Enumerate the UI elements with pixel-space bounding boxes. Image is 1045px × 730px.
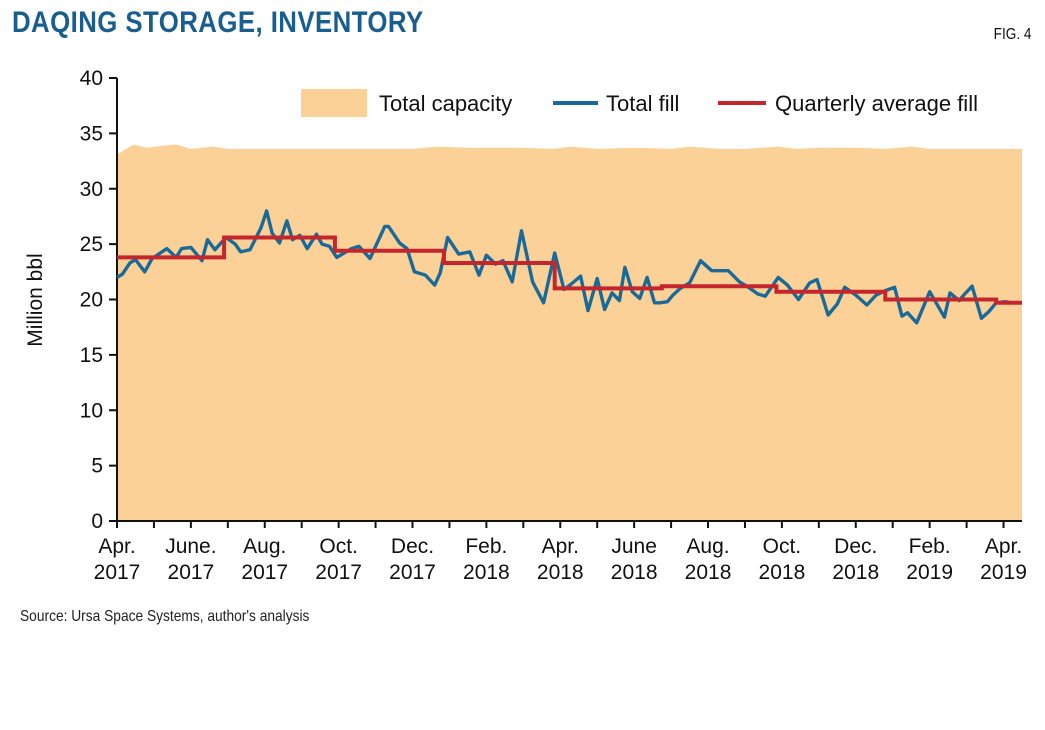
- legend-capacity-label: Total capacity: [379, 91, 512, 116]
- x-tick-label-year: 2018: [537, 561, 584, 584]
- y-tick-label: 25: [80, 233, 103, 256]
- x-tick-label-year: 2017: [389, 561, 436, 584]
- x-tick-label-month: June: [611, 535, 657, 558]
- x-tick-label-month: Oct.: [763, 535, 802, 558]
- y-tick-label: 40: [80, 67, 103, 90]
- x-tick-label-month: Dec.: [834, 535, 877, 558]
- x-tick-label-year: 2018: [832, 561, 879, 584]
- x-tick-label-year: 2018: [463, 561, 510, 584]
- x-tick-label-year: 2017: [168, 561, 215, 584]
- y-tick-label: 5: [91, 455, 103, 478]
- x-tick-label-month: Feb.: [909, 535, 951, 558]
- y-tick-label: 15: [80, 344, 103, 367]
- x-tick-label-year: 2018: [759, 561, 806, 584]
- quarterly-average-line: [117, 235, 1022, 305]
- chart: Million bbl 0 5 10 15 20 25 30 35 40 Apr. 2017 June…: [24, 67, 1027, 584]
- legend-capacity-swatch: [301, 89, 367, 117]
- figure-label: FIG. 4: [993, 26, 1031, 43]
- x-tick-label-year: 2017: [241, 561, 288, 584]
- x-tick-label-year: 2019: [906, 561, 953, 584]
- page-title: DAQING STORAGE, INVENTORY: [12, 6, 424, 39]
- y-tick-label: 20: [80, 289, 103, 312]
- y-tick-label: 10: [80, 399, 103, 422]
- source-note: Source: Ursa Space Systems, author's ana…: [20, 608, 310, 625]
- x-tick-label-year: 2018: [611, 561, 658, 584]
- x-tick-label-month: Apr.: [985, 535, 1022, 558]
- x-tick-label-month: Oct.: [319, 535, 358, 558]
- y-axis-label: Million bbl: [24, 253, 47, 346]
- x-tick-label-year: 2017: [94, 561, 141, 584]
- y-tick-label: 30: [80, 178, 103, 201]
- x-tick-label-month: Aug.: [686, 535, 729, 558]
- x-tick-label-month: June.: [165, 535, 216, 558]
- x-tick-label-month: Feb.: [465, 535, 507, 558]
- legend-fill-label: Total fill: [606, 91, 679, 116]
- legend-avg-label: Quarterly average fill: [775, 91, 978, 116]
- capacity-area: [117, 144, 1022, 521]
- x-tick-label-year: 2019: [980, 561, 1027, 584]
- x-tick-label-month: Apr.: [542, 535, 579, 558]
- x-tick-label-year: 2017: [315, 561, 362, 584]
- y-tick-label: 0: [91, 510, 103, 533]
- y-tick-label: 35: [80, 122, 103, 145]
- x-tick-label-month: Aug.: [243, 535, 286, 558]
- x-tick-label-month: Dec.: [391, 535, 434, 558]
- x-tick-label-month: Apr.: [98, 535, 135, 558]
- x-tick-label-year: 2018: [685, 561, 732, 584]
